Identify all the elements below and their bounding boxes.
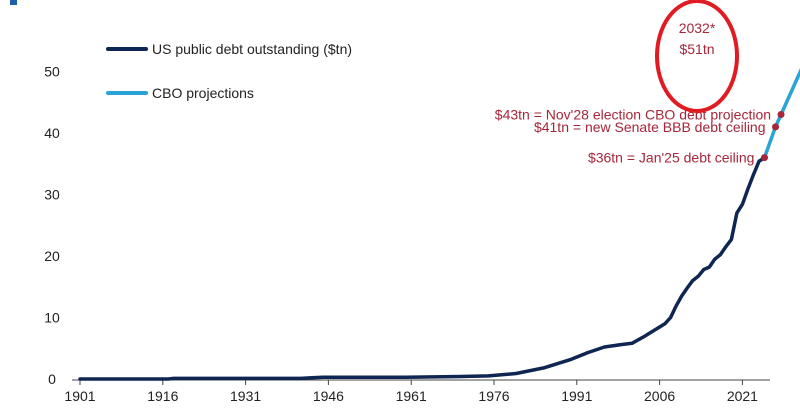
annotation-label: $41tn = new Senate BBB debt ceiling (534, 119, 766, 135)
y-tick-label: 50 (44, 64, 60, 80)
y-tick-label: 0 (48, 371, 56, 387)
annotation-marker (772, 123, 780, 131)
legend-label-projection: CBO projections (152, 85, 254, 101)
top-bar-accent (10, 0, 17, 5)
series-line-projection (762, 67, 800, 160)
legend: US public debt outstanding ($tn) CBO pro… (106, 41, 352, 101)
callout-value: $51tn (679, 41, 714, 57)
y-tick-label: 40 (44, 125, 60, 141)
x-tick-label: 1946 (313, 388, 344, 404)
annotation-marker (760, 154, 768, 162)
callout-year: 2032* (679, 20, 716, 36)
y-axis: 0 10 20 30 40 50 (44, 64, 60, 388)
annotation-markers (760, 111, 785, 162)
annotation-label: $36tn = Jan'25 debt ceiling (588, 150, 755, 166)
annotations: $43tn = Nov'28 election CBO debt project… (495, 107, 771, 166)
x-tick-label: 2006 (644, 388, 675, 404)
callout-2032: 2032* $51tn (655, 0, 739, 113)
x-tick-label: 1976 (478, 388, 509, 404)
y-tick-label: 30 (44, 187, 60, 203)
x-tick-label: 1901 (64, 388, 95, 404)
highlight-ring (655, 0, 739, 113)
x-tick-label: 1931 (230, 388, 261, 404)
y-tick-label: 20 (44, 248, 60, 264)
x-tick-label: 1961 (396, 388, 427, 404)
x-axis: 1901191619311946196119761991200620212036 (64, 380, 758, 404)
annotation-marker (777, 111, 785, 119)
x-tick-label: 1991 (561, 388, 592, 404)
legend-label-historical: US public debt outstanding ($tn) (152, 41, 352, 57)
series-line-historical (78, 155, 767, 381)
x-tick-label: 1916 (147, 388, 178, 404)
series-lines (78, 67, 800, 381)
y-tick-label: 10 (44, 310, 60, 326)
x-tick-label: 2021 (727, 388, 758, 404)
